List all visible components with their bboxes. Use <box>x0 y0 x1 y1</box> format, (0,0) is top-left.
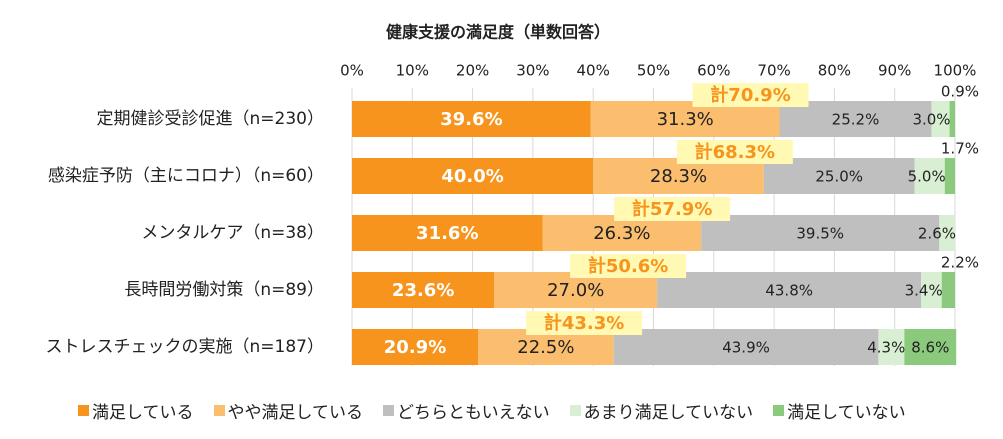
bar-segment <box>878 329 905 365</box>
total-callout-box <box>692 83 809 107</box>
x-tick-label: 50% <box>637 62 670 80</box>
bar-segment <box>657 272 922 308</box>
x-tick-label: 70% <box>757 62 790 80</box>
legend-item: やや満足している <box>213 398 364 423</box>
data-label: 43.8% <box>765 282 813 300</box>
x-tick-label: 20% <box>456 62 489 80</box>
data-label: 31.6% <box>416 223 478 244</box>
bar-segment <box>904 329 957 365</box>
bar-segment <box>931 101 950 137</box>
data-label: 2.2% <box>941 254 979 272</box>
bar-segment <box>939 215 955 251</box>
total-callout-box <box>526 311 643 335</box>
data-label: 43.9% <box>722 339 770 357</box>
data-label: 31.3% <box>657 109 714 130</box>
x-tick-label: 100% <box>934 62 977 80</box>
bar-segment <box>701 215 940 251</box>
bar-segment <box>352 272 495 308</box>
legend-swatch <box>78 405 89 416</box>
x-tick-label: 0% <box>340 62 364 80</box>
x-tick-label: 10% <box>396 62 429 80</box>
data-label: 25.2% <box>832 111 880 129</box>
total-callout-box <box>614 197 731 221</box>
legend-label: やや満足している <box>227 403 364 423</box>
data-label: 40.0% <box>441 166 503 187</box>
data-label: 3.0% <box>912 111 950 129</box>
bar-segment <box>921 272 942 308</box>
bar-segment <box>613 329 879 365</box>
data-label: 28.3% <box>650 166 707 187</box>
category-label: ストレスチェックの実施（n=187） <box>46 337 324 357</box>
data-label: 22.5% <box>517 337 574 358</box>
data-label: 39.5% <box>796 225 844 243</box>
data-label: 3.4% <box>905 282 943 300</box>
data-label: 2.6% <box>918 225 956 243</box>
total-label: 計43.3% <box>544 312 624 334</box>
data-label: 4.3% <box>867 339 905 357</box>
data-label: 1.7% <box>941 140 979 158</box>
chart-title: 健康支援の満足度（単数回答） <box>386 23 610 42</box>
x-tick-label: 60% <box>697 62 730 80</box>
legend-label: どちらともいえない <box>397 403 550 423</box>
x-tick-label: 40% <box>577 62 610 80</box>
bar-segment <box>352 215 543 251</box>
category-label: 定期健診受診促進（n=230） <box>97 109 324 129</box>
total-label: 計50.6% <box>588 255 668 277</box>
x-tick-label: 90% <box>878 62 911 80</box>
bar-segment <box>352 158 594 194</box>
category-label: 感染症予防（主にコロナ）（n=60） <box>48 166 324 186</box>
category-label: 長時間労働対策（n=89） <box>124 280 324 300</box>
data-label: 26.3% <box>593 223 650 244</box>
data-label: 27.0% <box>547 280 604 301</box>
bar-segment <box>941 272 955 308</box>
legend-swatch <box>569 405 581 416</box>
legend-swatch <box>383 405 394 416</box>
legend-item: あまり満足していない <box>569 398 754 423</box>
total-label: 計70.9% <box>710 84 790 106</box>
bar-segment <box>352 329 479 365</box>
legend-item: 満足している <box>78 398 194 423</box>
total-label: 計68.3% <box>695 141 775 163</box>
bar-segment <box>944 158 955 194</box>
data-label: 39.6% <box>440 109 502 130</box>
legend-label: あまり満足していない <box>583 403 754 423</box>
bar-segment <box>352 101 591 137</box>
bar-segment <box>914 158 945 194</box>
data-label: 23.6% <box>392 280 454 301</box>
total-label: 計57.9% <box>632 198 712 220</box>
legend-swatch <box>213 405 225 416</box>
data-label: 5.0% <box>908 168 946 186</box>
total-callout-box <box>570 254 687 278</box>
category-label: メンタルケア（n=38） <box>141 223 324 243</box>
legend-item: どちらともいえない <box>383 398 550 423</box>
legend-label: 満足している <box>92 403 194 423</box>
total-callout-box <box>676 140 793 164</box>
data-label: 20.9% <box>384 337 446 358</box>
x-tick-label: 30% <box>516 62 549 80</box>
legend: 満足している やや満足している どちらともいえない あまり満足していない 満足していない <box>78 398 926 423</box>
x-tick-label: 80% <box>818 62 851 80</box>
legend-swatch <box>773 405 785 416</box>
data-label: 0.9% <box>941 83 979 101</box>
legend-item: 満足していない <box>773 398 906 423</box>
legend-label: 満足していない <box>787 403 906 423</box>
bar-segment <box>949 101 955 137</box>
data-label: 8.6% <box>911 339 949 357</box>
data-label: 25.0% <box>815 168 863 186</box>
